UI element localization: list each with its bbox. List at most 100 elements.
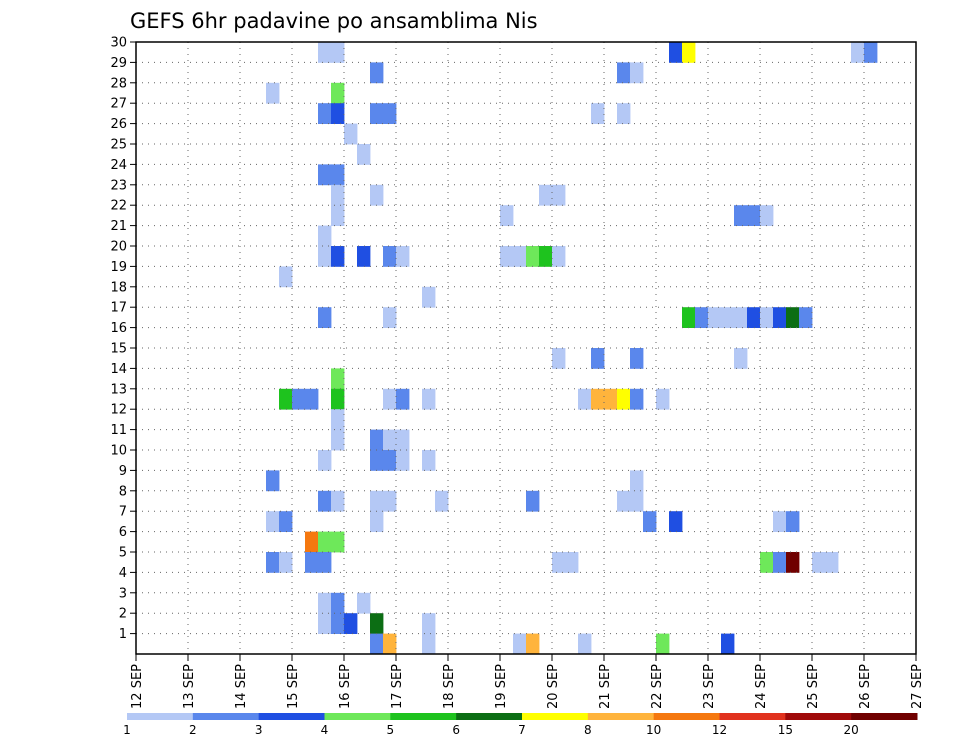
y-tick-label: 23	[110, 178, 127, 193]
precip-cell	[383, 103, 397, 124]
y-tick-label: 18	[110, 280, 127, 295]
legend-swatch	[522, 713, 589, 720]
precip-cell	[825, 552, 839, 573]
precip-cell	[292, 388, 306, 410]
y-tick-label: 3	[119, 586, 127, 601]
precip-cell	[526, 490, 540, 512]
precip-cell	[513, 633, 527, 655]
precip-cell	[318, 225, 332, 247]
precip-cell	[747, 205, 761, 226]
precip-cell	[344, 613, 358, 634]
precip-cell	[331, 42, 345, 63]
precip-cell	[318, 490, 332, 512]
precip-cell	[656, 633, 670, 655]
precip-cell	[630, 62, 644, 84]
precip-cell	[318, 164, 332, 186]
y-tick-label: 17	[110, 301, 127, 316]
precip-cell	[318, 246, 332, 267]
x-tick-label: 14 SEP	[234, 664, 249, 709]
precip-cell	[552, 184, 566, 206]
precip-cell	[357, 592, 371, 614]
x-axis: 12 SEP 13 SEP 14 SEP 15 SEP 16 SEP 17 SEP 18 S…	[130, 654, 925, 709]
legend-label: 2	[189, 723, 197, 737]
precip-cell	[370, 633, 384, 655]
precip-cell	[279, 552, 293, 573]
precip-cell	[331, 368, 345, 390]
y-tick-label: 2	[119, 607, 127, 622]
legend-label: 3	[255, 723, 263, 737]
precip-cell	[786, 511, 800, 532]
legend-label: 7	[518, 723, 526, 737]
precip-cell	[357, 144, 371, 165]
precip-cell	[331, 246, 345, 267]
y-tick-label: 4	[119, 566, 127, 581]
precip-cell	[422, 613, 436, 634]
precip-cell	[318, 552, 332, 573]
y-tick-label: 20	[110, 240, 127, 255]
precip-cell	[305, 388, 319, 410]
y-tick-label: 26	[110, 117, 127, 132]
legend-label: 10	[646, 723, 661, 737]
precip-cell	[617, 62, 631, 84]
precip-cell	[682, 42, 696, 63]
precip-cell	[630, 470, 644, 492]
precip-cell	[695, 307, 709, 328]
precip-cell	[396, 429, 410, 451]
x-tick-label: 12 SEP	[130, 664, 145, 709]
precip-cell	[864, 42, 878, 63]
legend-swatch	[719, 713, 786, 720]
precip-cell	[305, 531, 319, 553]
precip-cell	[591, 103, 605, 124]
chart-grid	[136, 42, 916, 654]
precip-cell	[734, 205, 748, 226]
precip-cell	[318, 307, 332, 328]
legend-swatch	[390, 713, 457, 720]
y-tick-label: 12	[110, 403, 127, 418]
precip-cell	[383, 388, 397, 410]
precip-cell	[539, 246, 553, 267]
y-tick-label: 19	[110, 260, 127, 275]
precip-cell	[591, 348, 605, 369]
precip-cell	[773, 511, 787, 532]
precip-cell	[422, 286, 436, 308]
precip-cell	[318, 42, 332, 63]
precip-cell	[357, 246, 371, 267]
precip-cell	[331, 205, 345, 226]
y-tick-label: 21	[110, 219, 127, 234]
precip-cell	[279, 388, 293, 410]
precip-cell	[617, 490, 631, 512]
precip-cell	[383, 633, 397, 655]
precip-cell	[669, 42, 683, 63]
precip-cell	[721, 307, 735, 328]
legend-label: 1	[123, 723, 131, 737]
x-tick-label: 26 SEP	[858, 664, 873, 709]
legend-label: 5	[387, 723, 395, 737]
legend-swatch	[258, 713, 325, 720]
precip-cell	[266, 511, 280, 532]
precip-cell	[851, 42, 865, 63]
precip-cell	[266, 82, 280, 104]
y-tick-label: 8	[119, 484, 127, 499]
precip-cell	[591, 388, 605, 410]
legend-label: 4	[321, 723, 329, 737]
precip-cell	[630, 348, 644, 369]
x-tick-label: 21 SEP	[598, 664, 613, 709]
precip-cell	[266, 470, 280, 492]
precip-cell	[734, 348, 748, 369]
precip-cell	[331, 592, 345, 614]
precip-cell	[552, 348, 566, 369]
legend-label: 15	[778, 723, 793, 737]
precip-cell	[370, 511, 384, 532]
precip-cell	[617, 388, 631, 410]
precip-cell	[578, 633, 592, 655]
precip-cell	[331, 531, 345, 553]
y-tick-label: 13	[110, 382, 127, 397]
precip-cell	[708, 307, 722, 328]
y-tick-label: 28	[110, 76, 127, 91]
precip-cell	[305, 552, 319, 573]
precip-cell	[669, 511, 683, 532]
precip-cell	[539, 184, 553, 206]
precip-cell	[773, 307, 787, 328]
precip-cell	[383, 429, 397, 451]
